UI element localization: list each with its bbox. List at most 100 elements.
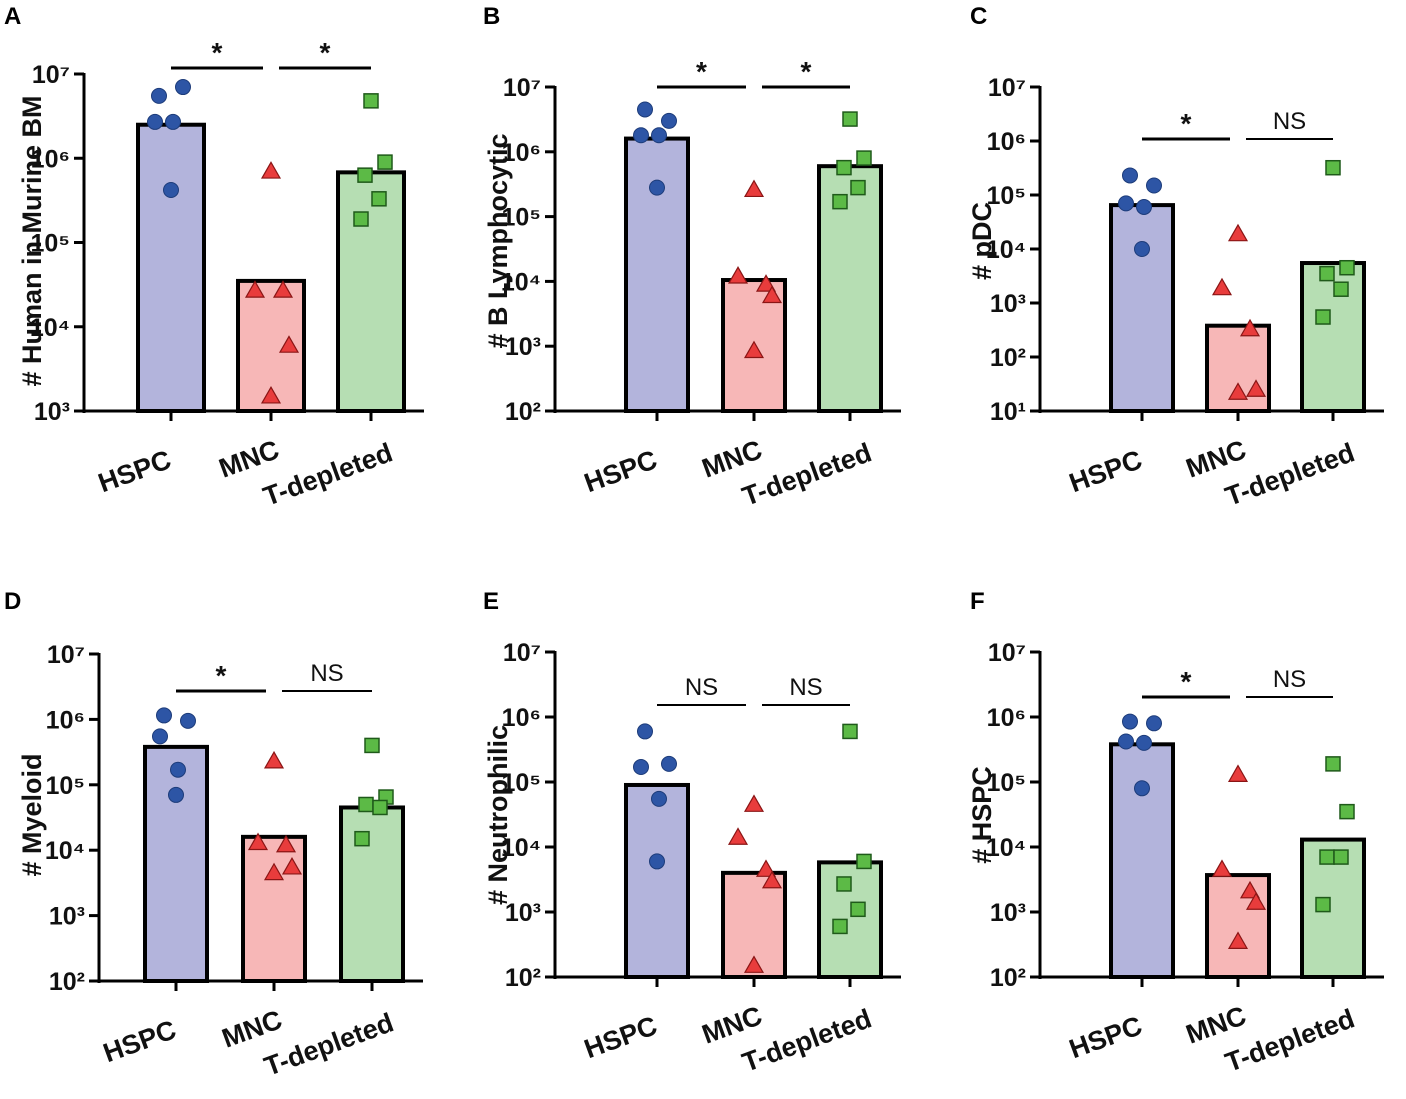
point-t-depleted	[1339, 803, 1355, 820]
point-t-depleted	[371, 191, 387, 207]
significance-label: NS	[1273, 108, 1306, 135]
point-t-depleted	[1339, 259, 1355, 276]
point-t-depleted	[1333, 849, 1349, 865]
y-tick-label: 10⁷	[503, 74, 541, 102]
point-t-depleted	[842, 111, 858, 127]
panel-d: D # Myeloid 10² 10³ 10⁴ 10⁵ 10⁶ 10⁷ HSPC MNCT-dep…	[4, 588, 423, 1082]
point-mnc	[1227, 764, 1249, 782]
y-axis-label: # Human in Murine BM	[17, 95, 47, 386]
bar-hspc	[624, 782, 690, 979]
point-mnc	[755, 859, 777, 877]
y-tick-label: 10⁵	[986, 769, 1026, 797]
bar-hspc	[624, 136, 690, 413]
point-t-depleted	[832, 193, 848, 210]
significance-label: *	[801, 56, 812, 87]
y-tick-label: 10⁷	[47, 641, 85, 669]
y-tick-label: 10⁶	[502, 139, 541, 167]
y-tick-label: 10²	[49, 968, 85, 996]
significance-label: *	[1181, 108, 1192, 139]
point-hspc	[661, 755, 677, 772]
y-tick-label: 10³	[990, 899, 1026, 927]
y-tick-label: 10⁵	[30, 230, 70, 258]
point-t-depleted	[364, 737, 380, 754]
point-mnc	[1239, 318, 1261, 337]
point-t-depleted	[357, 167, 373, 183]
point-t-depleted	[856, 150, 872, 166]
y-tick-label: 10²	[505, 398, 541, 426]
x-category-label: HSPC	[580, 1010, 661, 1064]
y-tick-label: 10³	[990, 290, 1026, 318]
y-tick-label: 10³	[34, 398, 70, 426]
bar-hspc	[143, 744, 209, 983]
y-tick-label: 10⁴	[986, 834, 1026, 862]
point-mnc	[275, 834, 297, 853]
panel-letter: A	[4, 3, 21, 30]
y-tick-label: 10⁴	[30, 314, 70, 342]
point-hspc	[156, 707, 172, 724]
y-tick-label: 10²	[990, 964, 1026, 992]
point-hspc	[151, 87, 167, 104]
y-tick-label: 10⁷	[503, 639, 541, 667]
x-category-label: MNC	[218, 1004, 286, 1053]
point-mnc	[1211, 859, 1233, 877]
point-t-depleted	[354, 830, 370, 847]
point-mnc	[260, 161, 282, 179]
point-mnc	[260, 385, 282, 404]
significance-label: NS	[685, 674, 718, 701]
point-hspc	[649, 179, 665, 196]
point-mnc	[263, 750, 285, 769]
point-hspc	[637, 101, 653, 118]
point-t-depleted	[856, 853, 872, 870]
y-tick-label: 10⁴	[986, 236, 1026, 264]
y-tick-label: 10³	[49, 903, 85, 931]
point-mnc	[278, 335, 300, 353]
panel-letter: C	[970, 3, 987, 30]
point-mnc	[743, 340, 765, 359]
bar-hspc	[1109, 203, 1175, 413]
significance-label: *	[320, 37, 331, 68]
point-t-depleted	[1325, 159, 1341, 176]
x-category-label: T-depleted	[260, 1007, 397, 1081]
point-hspc	[1118, 733, 1134, 750]
point-hspc	[1146, 715, 1162, 732]
point-hspc	[1134, 780, 1150, 797]
point-mnc	[1239, 880, 1261, 899]
point-hspc	[168, 786, 184, 803]
point-hspc	[163, 181, 179, 198]
point-mnc	[1227, 223, 1249, 242]
y-tick-label: 10⁷	[988, 639, 1026, 667]
point-t-depleted	[836, 876, 852, 892]
point-hspc	[147, 113, 163, 130]
significance-label: *	[212, 37, 223, 68]
y-axis-label: # B Lymphocytic	[483, 133, 513, 348]
y-tick-label: 10⁵	[501, 204, 541, 232]
point-mnc	[743, 955, 765, 973]
y-axis-label: # HSPC	[967, 766, 997, 864]
y-tick-label: 10⁷	[32, 61, 70, 89]
point-hspc	[1122, 167, 1138, 184]
panel-letter: B	[483, 3, 500, 30]
point-hspc	[180, 712, 196, 729]
x-category-label: HSPC	[94, 444, 175, 498]
point-hspc	[633, 127, 649, 144]
panel-letter: F	[970, 588, 985, 615]
point-mnc	[1211, 277, 1233, 296]
significance-label: *	[1181, 666, 1192, 697]
point-hspc	[1146, 177, 1162, 194]
y-tick-label: 10³	[505, 899, 541, 927]
bar-t-depleted	[339, 805, 405, 984]
point-mnc	[281, 856, 303, 875]
significance-label: NS	[310, 660, 343, 687]
y-tick-label: 10²	[990, 344, 1026, 372]
bar-mnc	[1205, 873, 1271, 980]
point-t-depleted	[1319, 265, 1335, 282]
y-tick-label: 10³	[505, 333, 541, 361]
point-t-depleted	[377, 154, 393, 170]
point-hspc	[661, 112, 677, 129]
point-t-depleted	[363, 93, 379, 109]
significance-label: NS	[1273, 666, 1306, 693]
point-mnc	[244, 280, 266, 298]
